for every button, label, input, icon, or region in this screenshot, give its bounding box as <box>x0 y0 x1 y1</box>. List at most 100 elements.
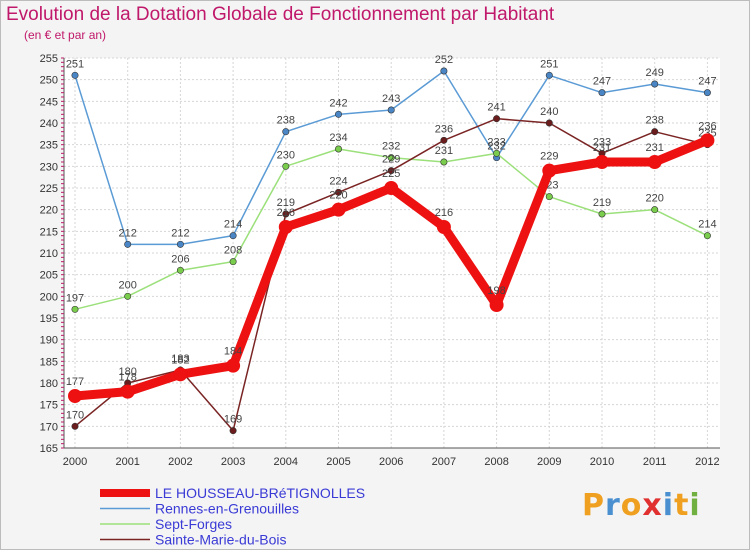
y-tick-label: 200 <box>40 291 58 303</box>
x-tick-label: 2006 <box>379 456 403 468</box>
data-point <box>647 155 662 169</box>
y-tick-label: 230 <box>40 161 58 173</box>
data-point <box>282 128 290 136</box>
x-tick-label: 2003 <box>221 456 245 468</box>
logo-letter: r <box>605 488 621 523</box>
data-point <box>229 232 237 240</box>
y-tick-label: 240 <box>40 118 58 130</box>
data-label: 197 <box>66 292 84 304</box>
data-point <box>387 154 395 162</box>
x-tick-label: 2009 <box>537 456 561 468</box>
x-tick-label: 2008 <box>484 456 508 468</box>
data-point <box>334 145 342 153</box>
legend-label: Sainte-Marie-du-Bois <box>155 532 287 548</box>
logo-letter: o <box>620 488 643 523</box>
data-point <box>173 367 188 382</box>
data-label: 184 <box>224 346 242 358</box>
data-point <box>598 210 606 218</box>
data-label: 212 <box>119 227 137 239</box>
data-label: 232 <box>487 141 505 153</box>
data-label: 236 <box>698 120 716 132</box>
data-point <box>71 422 79 430</box>
data-label: 231 <box>593 142 611 154</box>
data-point <box>68 389 82 403</box>
y-tick-label: 255 <box>40 53 58 65</box>
data-point <box>436 220 451 234</box>
y-tick-label: 180 <box>40 378 58 390</box>
data-point <box>226 358 241 373</box>
data-point <box>703 232 711 240</box>
logo-letter: x <box>642 488 663 523</box>
data-point <box>651 128 659 136</box>
data-label: 214 <box>224 219 242 231</box>
data-label: 220 <box>329 190 347 202</box>
data-point <box>71 71 79 79</box>
data-point <box>545 193 553 201</box>
data-point <box>387 167 395 175</box>
data-point <box>229 427 237 435</box>
data-label: 229 <box>540 151 558 163</box>
data-point <box>384 181 399 195</box>
data-point <box>282 162 290 170</box>
data-point <box>71 305 79 313</box>
y-tick-label: 195 <box>40 313 58 325</box>
data-point <box>545 119 553 127</box>
y-tick-label: 245 <box>40 96 58 108</box>
y-tick-label: 190 <box>40 335 58 347</box>
data-label: 229 <box>382 154 400 166</box>
data-label: 231 <box>435 145 453 157</box>
legend-label: Rennes-en-Grenouilles <box>155 501 299 517</box>
proxiti-logo: Proxiti <box>582 488 701 523</box>
data-label: 216 <box>277 207 295 219</box>
data-label: 251 <box>540 58 558 70</box>
data-label: 251 <box>66 58 84 70</box>
data-point <box>120 384 135 399</box>
data-label: 247 <box>593 76 611 88</box>
data-label: 219 <box>277 197 295 209</box>
x-tick-label: 2005 <box>326 456 350 468</box>
data-point <box>278 220 293 234</box>
data-label: 182 <box>171 354 189 366</box>
data-label: 206 <box>171 253 189 265</box>
data-label: 208 <box>224 245 242 257</box>
logo-letter: t <box>674 488 690 523</box>
y-tick-label: 225 <box>40 183 58 195</box>
data-label: 236 <box>435 123 453 135</box>
data-label: 238 <box>277 115 295 127</box>
data-point <box>493 149 501 157</box>
data-label: 238 <box>646 115 664 127</box>
data-label: 233 <box>487 136 505 148</box>
data-label: 212 <box>171 227 189 239</box>
data-point <box>489 298 504 312</box>
y-tick-label: 170 <box>40 421 58 433</box>
x-tick-label: 2002 <box>168 456 192 468</box>
x-tick-label: 2007 <box>432 456 456 468</box>
data-point <box>176 240 184 248</box>
data-point <box>282 210 290 218</box>
data-label: 224 <box>329 175 347 187</box>
data-point <box>440 67 448 75</box>
x-tick-label: 2011 <box>643 456 667 468</box>
data-label: 233 <box>593 136 611 148</box>
data-label: 242 <box>329 97 347 109</box>
logo-letter: i <box>689 488 701 523</box>
data-point <box>700 133 715 148</box>
logo-letter: i <box>662 488 675 523</box>
x-tick-label: 2000 <box>63 456 87 468</box>
data-label: 198 <box>487 285 505 297</box>
data-label: 231 <box>646 142 664 154</box>
data-point <box>440 136 448 144</box>
data-label: 170 <box>66 409 84 421</box>
legend-label: Sept-Forges <box>155 516 232 532</box>
data-point <box>124 240 132 248</box>
data-point <box>545 71 553 79</box>
data-point <box>176 266 184 274</box>
data-label: 220 <box>646 193 664 205</box>
data-point <box>387 106 395 114</box>
y-tick-label: 235 <box>40 140 58 152</box>
data-point <box>124 292 132 300</box>
y-tick-label: 215 <box>40 226 58 238</box>
data-label: 252 <box>435 54 453 66</box>
x-tick-label: 2001 <box>115 456 139 468</box>
data-point <box>651 80 659 88</box>
